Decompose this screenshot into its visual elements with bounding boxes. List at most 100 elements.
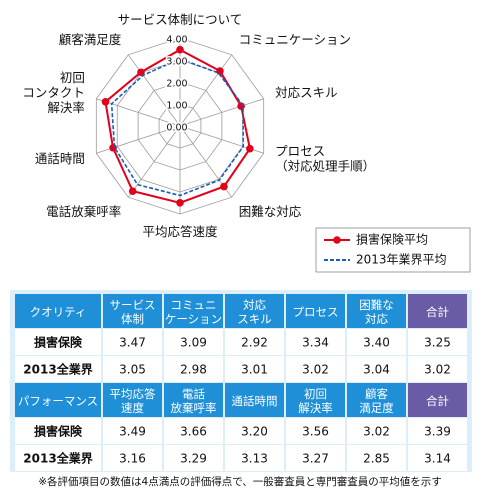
- r-tick-label: 1.00: [166, 101, 187, 112]
- axis-label-line: 解決率: [47, 100, 85, 115]
- table-cell-text: 3.02: [302, 363, 329, 377]
- table-header-text: 平均応答速度: [110, 387, 156, 415]
- table-cell: [164, 445, 223, 471]
- table-header-cell: [347, 294, 406, 328]
- axis-label: コミュニケーション: [239, 32, 351, 47]
- table-cell-text: 3.25: [424, 336, 451, 350]
- r-tick-label: 3.00: [166, 57, 187, 68]
- table-header-text-line: 合計: [426, 305, 449, 319]
- table-cell: [286, 445, 345, 471]
- series-point: [220, 182, 228, 191]
- table-cell-text: 3.02: [363, 425, 390, 439]
- table-header-text-line: 初回: [304, 387, 327, 401]
- axis-label-line: コミュニケーション: [239, 32, 351, 47]
- axis-label-line: 初回: [60, 70, 85, 85]
- table-header-text-line: 放棄呼率: [171, 401, 217, 415]
- table-cell: [164, 418, 223, 444]
- axis-label-line: 困難な対応: [239, 203, 302, 218]
- axis-label: 困難な対応: [239, 203, 302, 218]
- table-cell: [15, 329, 101, 355]
- table-header-text-line: プロセス: [293, 305, 339, 319]
- table-cell: [164, 329, 223, 355]
- series-point: [137, 68, 145, 77]
- spoke: [179, 98, 264, 127]
- legend-box: [315, 227, 471, 273]
- table-cell-text: 損害保険: [34, 424, 83, 439]
- table-cell: [408, 445, 467, 471]
- table-cell-text: 3.04: [363, 363, 390, 377]
- table-cell: [347, 445, 406, 471]
- legend-marker: [333, 236, 341, 244]
- table-header-cell: [164, 294, 223, 328]
- table-header-cell: [408, 383, 467, 417]
- table-cell-text: 3.39: [424, 425, 451, 439]
- axis-label: 通話時間: [35, 150, 85, 165]
- table-header-text-line: 速度: [121, 401, 144, 415]
- r-tick-label: 0.00: [166, 123, 187, 134]
- table-header-text-line: クオリティ: [30, 305, 87, 319]
- table-header-cell: [103, 294, 162, 328]
- table-header-cell: [103, 383, 162, 417]
- table-cell: [225, 445, 284, 471]
- axis-label-line: （対応処理手順）: [275, 158, 375, 173]
- legend-label: 2013年業界平均: [356, 253, 447, 267]
- table-cell-text: 3.09: [180, 336, 207, 350]
- table-cell-text: 2.98: [180, 363, 207, 377]
- table-cell: [347, 329, 406, 355]
- table-header-text-line: 困難な: [359, 298, 394, 312]
- table-cell: [225, 356, 284, 382]
- table-header-cell: [225, 383, 284, 417]
- table-cell-text: 3.29: [180, 452, 207, 466]
- r-tick-label: 2.00: [166, 79, 187, 90]
- table-header-text: クオリティ: [30, 305, 87, 319]
- axis-label: サービス体制について: [118, 12, 243, 27]
- table-cell: [15, 356, 101, 382]
- table-cell-text: 3.14: [424, 452, 451, 466]
- table-header-cell: [286, 294, 345, 328]
- r-tick-label: 4.00: [166, 35, 187, 46]
- table-cell-text: 3.56: [302, 425, 329, 439]
- table-cell: [225, 418, 284, 444]
- axis-label-line: 平均応答速度: [142, 224, 218, 239]
- table-header-text-line: 体制: [121, 312, 144, 326]
- table-cell: [286, 329, 345, 355]
- table-header-text-line: 平均応答: [110, 387, 156, 401]
- series-point: [216, 67, 224, 75]
- series-point: [176, 198, 184, 207]
- table-header-text-line: パフォーマンス: [18, 394, 98, 408]
- table-header-text-line: スキル: [237, 312, 272, 326]
- table-cell: [408, 356, 467, 382]
- table-header-cell: [225, 294, 284, 328]
- series-point: [246, 144, 254, 153]
- table-cell: [408, 329, 467, 355]
- table-header-cell: [286, 383, 345, 417]
- axis-label-line: コンタクト: [22, 85, 85, 100]
- table-header-text: 対応スキル: [237, 298, 272, 326]
- table-cell: [164, 356, 223, 382]
- table-cell-text: 3.49: [119, 425, 146, 439]
- table-header-text: コミュニケーション: [165, 298, 222, 326]
- axis-label-line: 電話放棄呼率: [46, 203, 121, 218]
- legend-label: 損害保険平均: [356, 232, 428, 247]
- table-cell-text: 3.27: [302, 452, 329, 466]
- table-header-text-line: 電話: [182, 387, 205, 401]
- table-cell: [347, 418, 406, 444]
- table-cell-text: 3.66: [180, 425, 207, 439]
- table-cell-text: 2.85: [363, 452, 390, 466]
- table-cell: [347, 356, 406, 382]
- table-cell-text: 2013全業界: [23, 451, 92, 466]
- axis-label: 平均応答速度: [142, 224, 218, 239]
- spoke: [96, 98, 181, 127]
- table-header-cell: [347, 383, 406, 417]
- table-cell: [15, 418, 101, 444]
- table-header-text: サービス体制: [110, 298, 156, 326]
- table-header-text-line: 満足度: [359, 401, 394, 415]
- table-cell-text: 2013全業界: [23, 362, 92, 377]
- table-cell-text: 損害保険: [34, 335, 83, 350]
- axis-label: プロセス（対応処理手順）: [275, 143, 375, 173]
- table-header-cell: [164, 383, 223, 417]
- table-header-text-line: 通話時間: [232, 394, 278, 408]
- axis-label: 電話放棄呼率: [46, 203, 121, 218]
- table-cell: [103, 418, 162, 444]
- table-cell: [286, 356, 345, 382]
